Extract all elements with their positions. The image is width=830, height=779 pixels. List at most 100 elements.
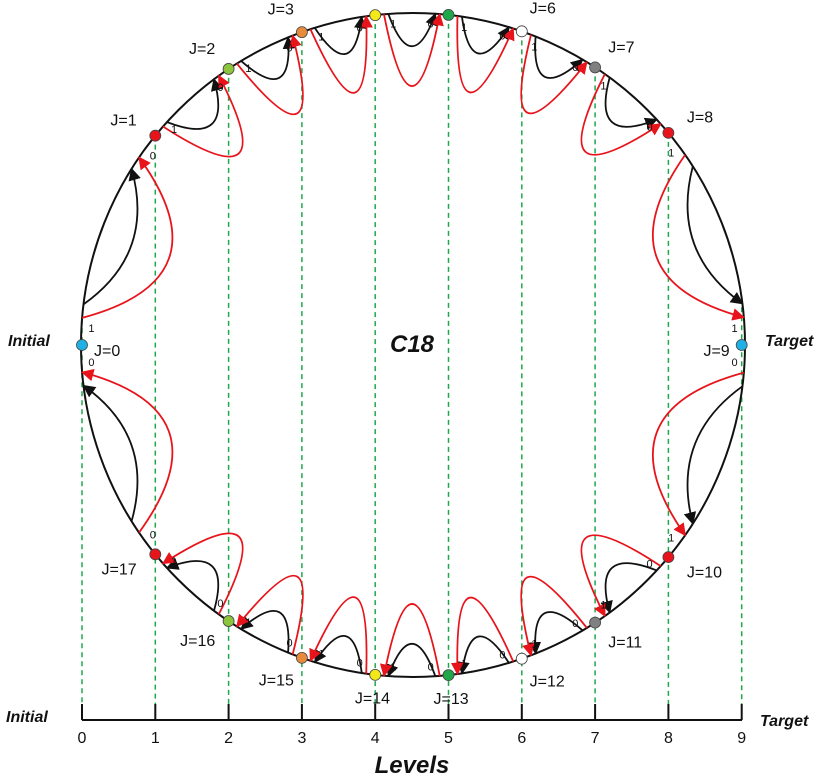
zero-arrow-4: [383, 12, 444, 87]
node-label-16: J=16: [180, 633, 215, 650]
axis-tick-label-9: 9: [737, 730, 746, 747]
zero-arrow-16: [161, 532, 244, 615]
zero-arrow-9: [652, 371, 745, 537]
cycle-nodes: J=001J=101J=201J=301J=401J=501J=601J=701…: [76, 0, 748, 708]
one-arrow-8: [686, 166, 744, 305]
zero-arrow-6: [520, 34, 588, 115]
diagram-title: C18: [390, 331, 435, 358]
axis-tick-label-5: 5: [444, 730, 453, 747]
bit-zero-11: 0: [572, 618, 578, 630]
node-13: [442, 669, 455, 681]
bit-one-10: 1: [668, 532, 674, 544]
bit-one-7: 1: [600, 80, 606, 92]
one-arrow-4: [387, 12, 438, 47]
node-4: [369, 9, 382, 22]
bit-zero-17: 0: [150, 530, 156, 542]
zero-arrow-3: [309, 15, 373, 94]
node-label-6: J=6: [530, 1, 556, 18]
bit-zero-12: 0: [499, 649, 505, 661]
node-15: [295, 651, 308, 664]
zero-arrow-5: [456, 15, 515, 94]
bit-zero-13: 0: [428, 662, 434, 674]
node-label-11: J=11: [608, 635, 642, 652]
node-label-7: J=7: [608, 39, 634, 56]
node-6: [515, 25, 528, 38]
bit-zero-6: 0: [499, 31, 505, 43]
one-arrow-0: [82, 167, 141, 306]
node-9: [735, 339, 748, 351]
node-label-14: J=14: [355, 691, 390, 708]
node-0: [76, 339, 88, 351]
node-label-15: J=15: [259, 672, 294, 689]
bit-zero-0: 0: [88, 357, 94, 369]
bit-one-5: 1: [461, 22, 467, 34]
node-7: [589, 61, 601, 74]
node-label-12: J=12: [530, 673, 565, 690]
zero-arrow-8: [652, 154, 746, 321]
bit-one-1: 1: [171, 124, 177, 136]
level-guide-lines: [81, 14, 743, 710]
one-arrow-11: [528, 611, 584, 655]
one-arrow-13: [386, 643, 437, 678]
one-arrow-1: [166, 78, 224, 130]
bit-one-8: 1: [668, 148, 674, 160]
node-8: [662, 126, 675, 139]
bit-zero-15: 0: [286, 637, 292, 649]
axis-tick-label-0: 0: [78, 730, 87, 747]
node-5: [442, 9, 455, 21]
axis-tick-label-2: 2: [224, 730, 233, 747]
node-label-3: J=3: [268, 2, 294, 19]
axis-initial-label: Initial: [6, 709, 48, 726]
node-11: [589, 616, 601, 629]
bit-one-2: 1: [245, 63, 251, 75]
zero-arrow-11: [520, 575, 588, 657]
zero-arrow-1: [162, 74, 244, 158]
one-arrow-3: [314, 15, 367, 56]
axis-target-label: Target: [760, 713, 809, 730]
bit-zero-16: 0: [217, 598, 223, 610]
bit-zero-5: 0: [428, 18, 434, 30]
node-label-17: J=17: [102, 561, 137, 578]
zero-arrow-15: [236, 574, 304, 655]
bit-one-16: 1: [245, 617, 251, 629]
node-label-9: J=9: [703, 343, 729, 360]
node-label-1: J=1: [110, 113, 136, 130]
zero-arrow-0: [81, 156, 174, 319]
bit-zero-9: 0: [731, 357, 737, 369]
node-label-0: J=0: [94, 343, 120, 360]
node-2: [222, 63, 235, 75]
levels-axis: 0 1 2 3 4 5 6 7 8 9 Initial Target Levels: [6, 704, 809, 779]
zero-arrow-14: [309, 596, 368, 674]
bit-one-14: 1: [390, 661, 396, 673]
bit-one-0: 1: [88, 323, 94, 335]
zero-arrow-7: [580, 73, 662, 156]
bit-zero-10: 0: [647, 558, 653, 570]
axis-tick-label-3: 3: [297, 730, 306, 747]
node-label-2: J=2: [189, 41, 215, 58]
target-side-label: Target: [765, 333, 814, 350]
axis-title: Levels: [375, 752, 450, 779]
bit-zero-1: 0: [150, 150, 156, 162]
node-16: [222, 615, 235, 627]
bit-one-17: 1: [171, 556, 177, 568]
one-arrow-9: [683, 385, 743, 525]
one-arrow-15: [240, 610, 290, 653]
node-12: [515, 652, 528, 665]
axis-tick-label-7: 7: [591, 730, 600, 747]
bit-one-13: 1: [461, 658, 467, 670]
bit-zero-3: 0: [286, 43, 292, 55]
one-arrow-7: [604, 77, 658, 130]
bit-one-3: 1: [318, 31, 324, 43]
transition-arrows: [80, 12, 746, 678]
node-17: [149, 548, 162, 561]
one-arrow-5: [461, 16, 510, 55]
node-3: [295, 26, 308, 39]
bit-zero-14: 0: [357, 658, 363, 670]
bit-one-15: 1: [318, 649, 324, 661]
bit-one-9: 1: [731, 323, 737, 335]
bit-zero-7: 0: [572, 62, 578, 74]
initial-side-label: Initial: [8, 333, 50, 350]
one-arrow-6: [534, 36, 584, 79]
axis-tick-label-4: 4: [371, 730, 380, 747]
